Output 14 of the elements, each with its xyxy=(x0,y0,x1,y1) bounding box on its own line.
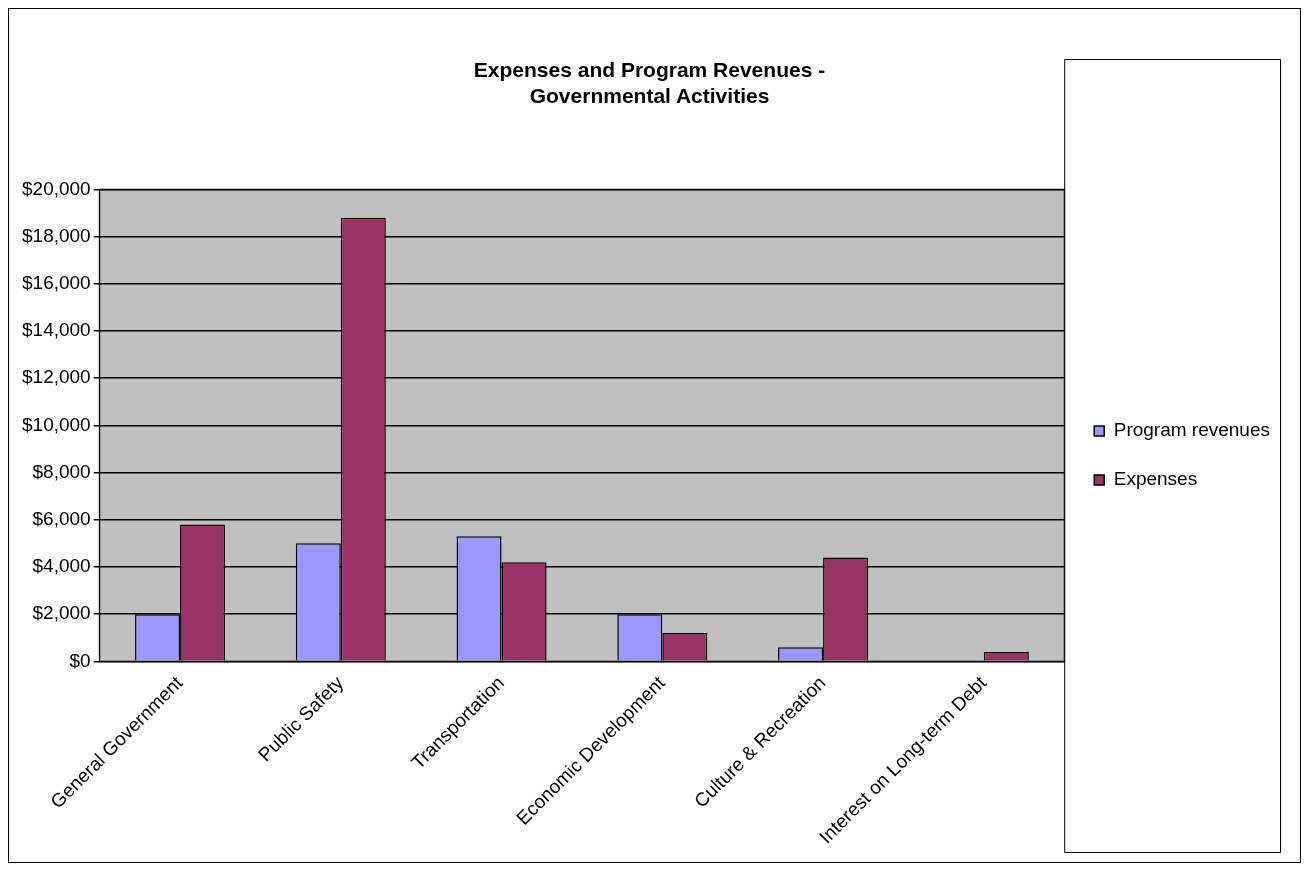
y-tick-label: $20,000 xyxy=(21,177,91,199)
y-tick-label: $2,000 xyxy=(32,602,91,624)
y-tick-label: $4,000 xyxy=(32,555,91,577)
y-tick-label: $10,000 xyxy=(21,413,91,435)
y-tick-label: $0 xyxy=(69,649,91,671)
y-tick-label: $12,000 xyxy=(21,366,91,388)
y-tick-label: $6,000 xyxy=(32,507,91,529)
y-tick-label: $8,000 xyxy=(32,460,91,482)
chart-title: Expenses and Program Revenues - Governmental Activities xyxy=(473,58,826,107)
y-tick-label: $16,000 xyxy=(21,272,91,294)
y-tick-label: $18,000 xyxy=(21,224,91,246)
legend-label: Expenses xyxy=(1113,468,1198,490)
legend-label: Program revenues xyxy=(1113,419,1270,441)
y-tick-label: $14,000 xyxy=(21,319,91,341)
